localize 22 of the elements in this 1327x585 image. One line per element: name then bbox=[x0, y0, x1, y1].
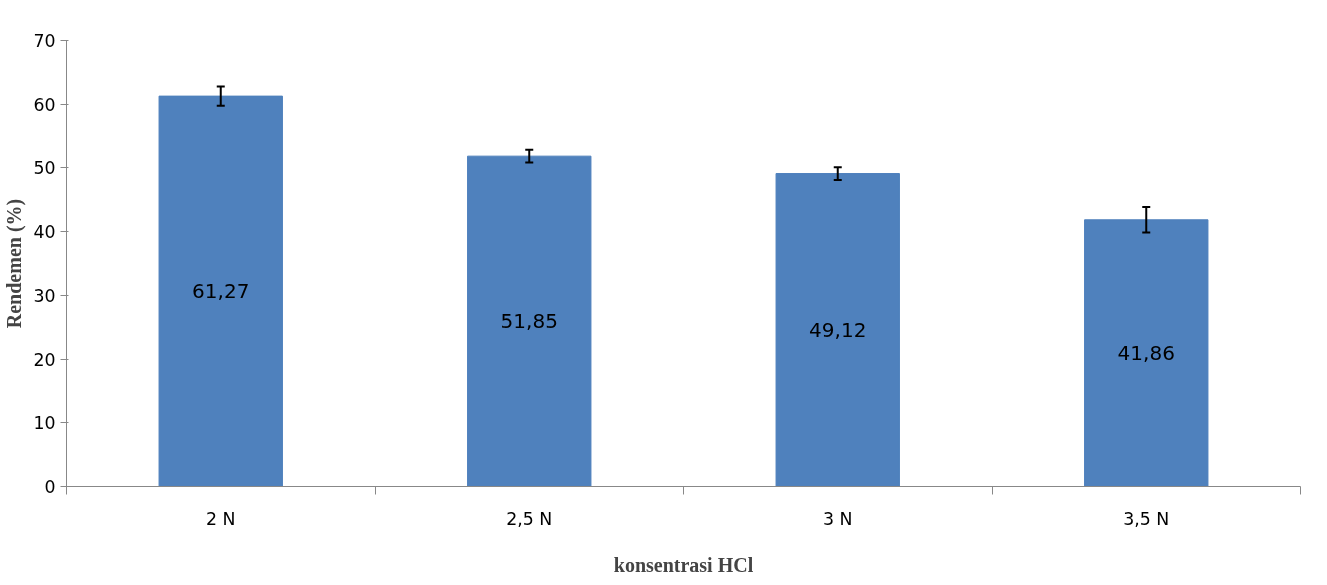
x-axis-title: konsentrasi HCl bbox=[613, 553, 754, 576]
bar bbox=[1084, 219, 1209, 487]
y-tick-label: 40 bbox=[33, 222, 56, 243]
x-tick-label: 3,5 N bbox=[1123, 508, 1170, 529]
x-tick-label: 3 N bbox=[823, 508, 853, 529]
y-tick-label: 70 bbox=[33, 31, 56, 51]
y-tick-label: 0 bbox=[44, 477, 56, 497]
bar bbox=[467, 155, 592, 487]
y-tick-label: 20 bbox=[33, 349, 56, 370]
y-tick-label: 60 bbox=[33, 94, 56, 115]
x-tick-label: 2 N bbox=[206, 508, 236, 529]
data-label: 41,86 bbox=[1117, 341, 1175, 366]
bar bbox=[775, 173, 900, 487]
data-label: 49,12 bbox=[809, 318, 867, 343]
y-axis-title: Rendemen (%) bbox=[3, 198, 27, 329]
y-tick-label: 50 bbox=[33, 158, 56, 179]
data-label: 51,85 bbox=[500, 309, 558, 334]
y-tick-label: 10 bbox=[33, 413, 56, 434]
bar bbox=[158, 95, 283, 487]
y-tick-label: 30 bbox=[33, 285, 56, 306]
data-label: 61,27 bbox=[192, 279, 250, 304]
x-tick-label: 2,5 N bbox=[506, 508, 553, 529]
